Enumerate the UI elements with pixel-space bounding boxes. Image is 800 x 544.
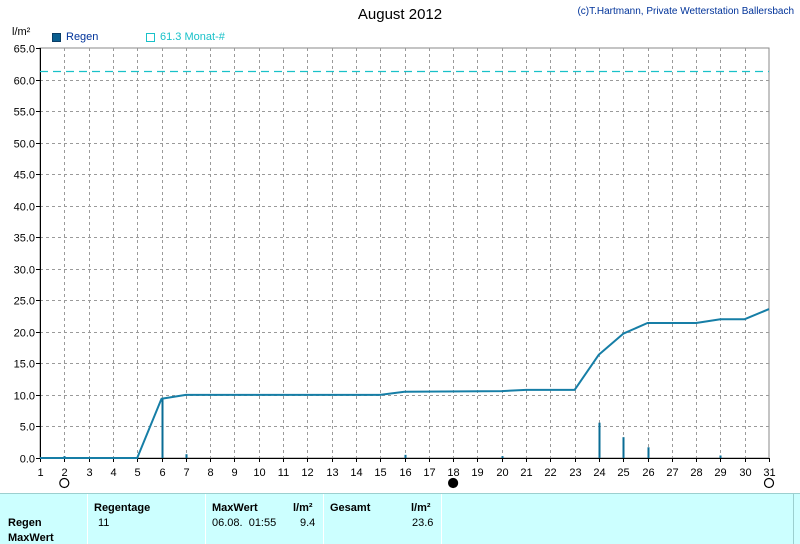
ytick-label: 55.0 (14, 107, 35, 119)
footer-col-gesamt: Gesamt l/m² 23.6 (324, 494, 442, 544)
xtick-label: 26 (642, 467, 654, 479)
xtick-label: 28 (690, 467, 702, 479)
ytick-label: 20.0 (14, 328, 35, 340)
xtick-label: 7 (183, 467, 189, 479)
footer-col-regentage: Regentage 11 (88, 494, 206, 544)
legend-item-regen: Regen (52, 31, 98, 43)
ytick-label: 10.0 (14, 391, 35, 403)
legend-label-monat: 61.3 Monat-# (160, 31, 225, 43)
xtick-label: 25 (617, 467, 629, 479)
ytick-label: 40.0 (14, 202, 35, 214)
gesamt-header: Gesamt (330, 502, 370, 514)
xtick-label: 19 (471, 467, 483, 479)
plot-area (40, 48, 769, 458)
ytick-label: 35.0 (14, 233, 35, 245)
row-label-maxwert: MaxWert (8, 532, 54, 544)
regentage-value: 11 (98, 517, 109, 529)
xtick-label: 22 (544, 467, 556, 479)
xtick-label: 20 (496, 467, 508, 479)
xtick-label: 23 (569, 467, 581, 479)
rain-chart: 0.0 5.0 10.0 15.0 20.0 25.0 30.0 35.0 40.0 45.0 50… (0, 0, 800, 493)
summary-footer: Regen MaxWert Regentage 11 MaxWert l/m² … (0, 493, 800, 544)
ytick-label: 60.0 (14, 76, 35, 88)
ytick-label: 30.0 (14, 265, 35, 277)
xtick-label: 16 (399, 467, 411, 479)
xtick-label: 15 (374, 467, 386, 479)
legend-swatch-monat (146, 33, 155, 42)
row-label-regen: Regen (8, 517, 42, 529)
y-axis-unit: l/m² (12, 26, 30, 38)
gesamt-value: 23.6 (412, 517, 433, 529)
xtick-label: 18 (447, 467, 459, 479)
maxwert-unit: l/m² (293, 502, 313, 514)
xtick-label: 27 (666, 467, 678, 479)
xtick-label: 11 (278, 467, 289, 479)
full-moon-icon (765, 479, 774, 488)
copyright-notice: (c)T.Hartmann, Private Wetterstation Bal… (577, 6, 794, 17)
xtick-label: 17 (423, 467, 435, 479)
ytick-label: 15.0 (14, 359, 35, 371)
ytick-label: 25.0 (14, 296, 35, 308)
legend-swatch-regen (52, 33, 61, 42)
ytick-label: 45.0 (14, 170, 35, 182)
ytick-label: 50.0 (14, 139, 35, 151)
xtick-label: 24 (593, 467, 605, 479)
xtick-label: 4 (110, 467, 116, 479)
xtick-label: 5 (134, 467, 140, 479)
xtick-label: 6 (159, 467, 165, 479)
maxwert-header: MaxWert (212, 502, 258, 514)
xtick-label: 21 (520, 467, 532, 479)
legend-item-monat: 61.3 Monat-# (146, 31, 225, 43)
ytick-label: 65.0 (14, 44, 35, 56)
legend-label-regen: Regen (66, 31, 98, 43)
xtick-label: 31 (763, 467, 775, 479)
xtick-label: 29 (714, 467, 726, 479)
xtick-label: 8 (207, 467, 213, 479)
xtick-label: 1 (37, 467, 43, 479)
gesamt-unit: l/m² (411, 502, 431, 514)
xtick-label: 13 (326, 467, 338, 479)
new-moon-icon (449, 479, 458, 488)
full-moon-icon (60, 479, 69, 488)
footer-empty-area (442, 494, 794, 544)
xtick-label: 3 (86, 467, 92, 479)
ytick-label: 0.0 (20, 454, 35, 466)
xtick-label: 30 (739, 467, 751, 479)
footer-row-labels: Regen MaxWert (0, 494, 88, 544)
maxwert-value: 9.4 (300, 517, 315, 529)
regentage-header: Regentage (94, 502, 150, 514)
xtick-label: 9 (231, 467, 237, 479)
xtick-label: 10 (253, 467, 265, 479)
xtick-label: 2 (61, 467, 67, 479)
xtick-label: 14 (350, 467, 362, 479)
maxwert-datetime: 06.08. 01:55 (212, 517, 276, 529)
xtick-label: 12 (301, 467, 313, 479)
ytick-label: 5.0 (20, 422, 35, 434)
footer-col-maxwert: MaxWert l/m² 06.08. 01:55 9.4 (206, 494, 324, 544)
